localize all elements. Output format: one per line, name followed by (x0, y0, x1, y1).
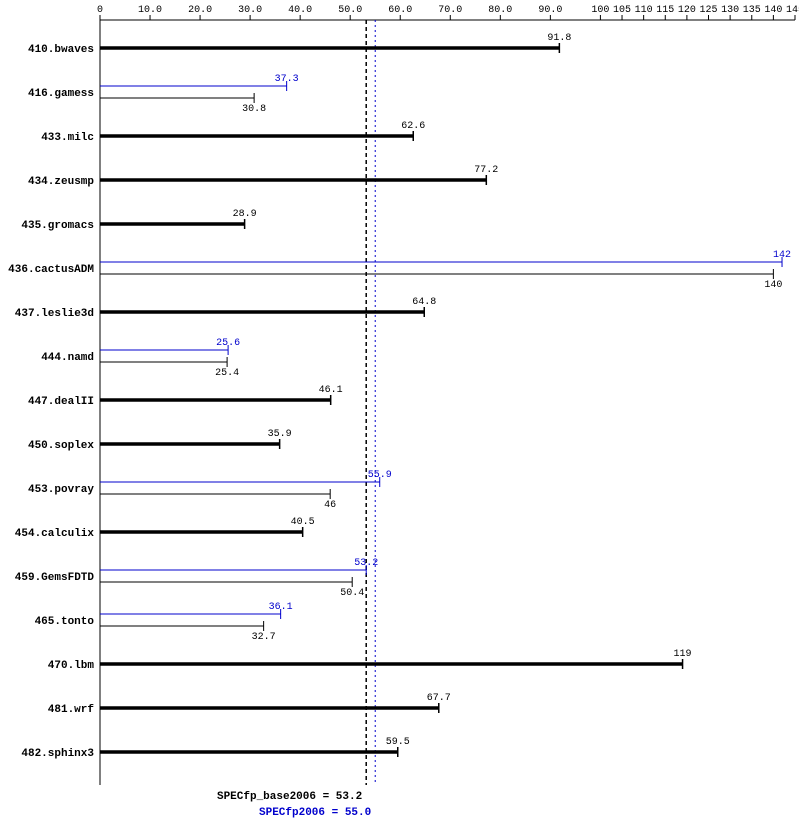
tick-label: 105 (613, 5, 631, 16)
peak-value: 53.2 (354, 558, 378, 569)
tick-label: 30.0 (238, 5, 262, 16)
base-summary: SPECfp_base2006 = 53.2 (217, 791, 362, 803)
base-value: 62.6 (401, 121, 425, 132)
benchmark-label: 447.dealII (28, 396, 94, 408)
tick-label: 100 (591, 5, 609, 16)
benchmark-label: 470.lbm (48, 660, 95, 672)
peak-value: 142 (773, 250, 791, 261)
base-value: 40.5 (291, 517, 315, 528)
base-value: 46 (324, 500, 336, 511)
benchmark-label: 437.leslie3d (15, 308, 94, 320)
base-value: 35.9 (268, 429, 292, 440)
tick-label: 50.0 (338, 5, 362, 16)
tick-label: 120 (678, 5, 696, 16)
tick-label: 125 (700, 5, 718, 16)
benchmark-label: 482.sphinx3 (21, 748, 94, 760)
benchmark-label: 410.bwaves (28, 44, 94, 56)
benchmark-label: 459.GemsFDTD (15, 572, 95, 584)
tick-label: 110 (635, 5, 653, 16)
tick-label: 40.0 (288, 5, 312, 16)
tick-label: 80.0 (488, 5, 512, 16)
tick-label: 140 (764, 5, 782, 16)
tick-label: 0 (97, 5, 103, 16)
benchmark-label: 434.zeusmp (28, 176, 94, 188)
benchmark-label: 453.povray (28, 484, 94, 496)
base-value: 32.7 (252, 632, 276, 643)
peak-value: 55.9 (368, 470, 392, 481)
benchmark-label: 450.soplex (28, 440, 94, 452)
base-value: 67.7 (427, 693, 451, 704)
base-value: 91.8 (547, 33, 571, 44)
base-value: 50.4 (340, 588, 364, 599)
tick-label: 130 (721, 5, 739, 16)
tick-label: 145 (786, 5, 799, 16)
peak-summary: SPECfp2006 = 55.0 (259, 807, 371, 819)
benchmark-label: 436.cactusADM (8, 264, 94, 276)
base-value: 77.2 (474, 165, 498, 176)
benchmark-label: 416.gamess (28, 88, 94, 100)
benchmark-label: 465.tonto (35, 616, 95, 628)
benchmark-label: 454.calculix (15, 528, 95, 540)
base-value: 46.1 (319, 385, 343, 396)
base-value: 64.8 (412, 297, 436, 308)
tick-label: 60.0 (388, 5, 412, 16)
benchmark-label: 435.gromacs (21, 220, 94, 232)
tick-label: 135 (743, 5, 761, 16)
base-value: 25.4 (215, 368, 239, 379)
peak-value: 37.3 (275, 74, 299, 85)
tick-label: 90.0 (538, 5, 562, 16)
tick-label: 70.0 (438, 5, 462, 16)
peak-value: 25.6 (216, 338, 240, 349)
benchmark-label: 481.wrf (48, 704, 95, 716)
base-value: 59.5 (386, 737, 410, 748)
spec-benchmark-chart: 0 10.0 20.0 30.0 40.0 50.0 60.0 70.0 80.0 90.0 100… (0, 0, 799, 831)
benchmark-label: 433.milc (41, 132, 94, 144)
benchmark-label: 444.namd (41, 352, 94, 364)
base-value: 28.9 (233, 209, 257, 220)
peak-value: 36.1 (269, 602, 293, 613)
base-value: 140 (764, 280, 782, 291)
base-value: 30.8 (242, 104, 266, 115)
tick-label: 10.0 (138, 5, 162, 16)
base-value: 119 (674, 649, 692, 660)
tick-label: 115 (656, 5, 674, 16)
tick-label: 20.0 (188, 5, 212, 16)
